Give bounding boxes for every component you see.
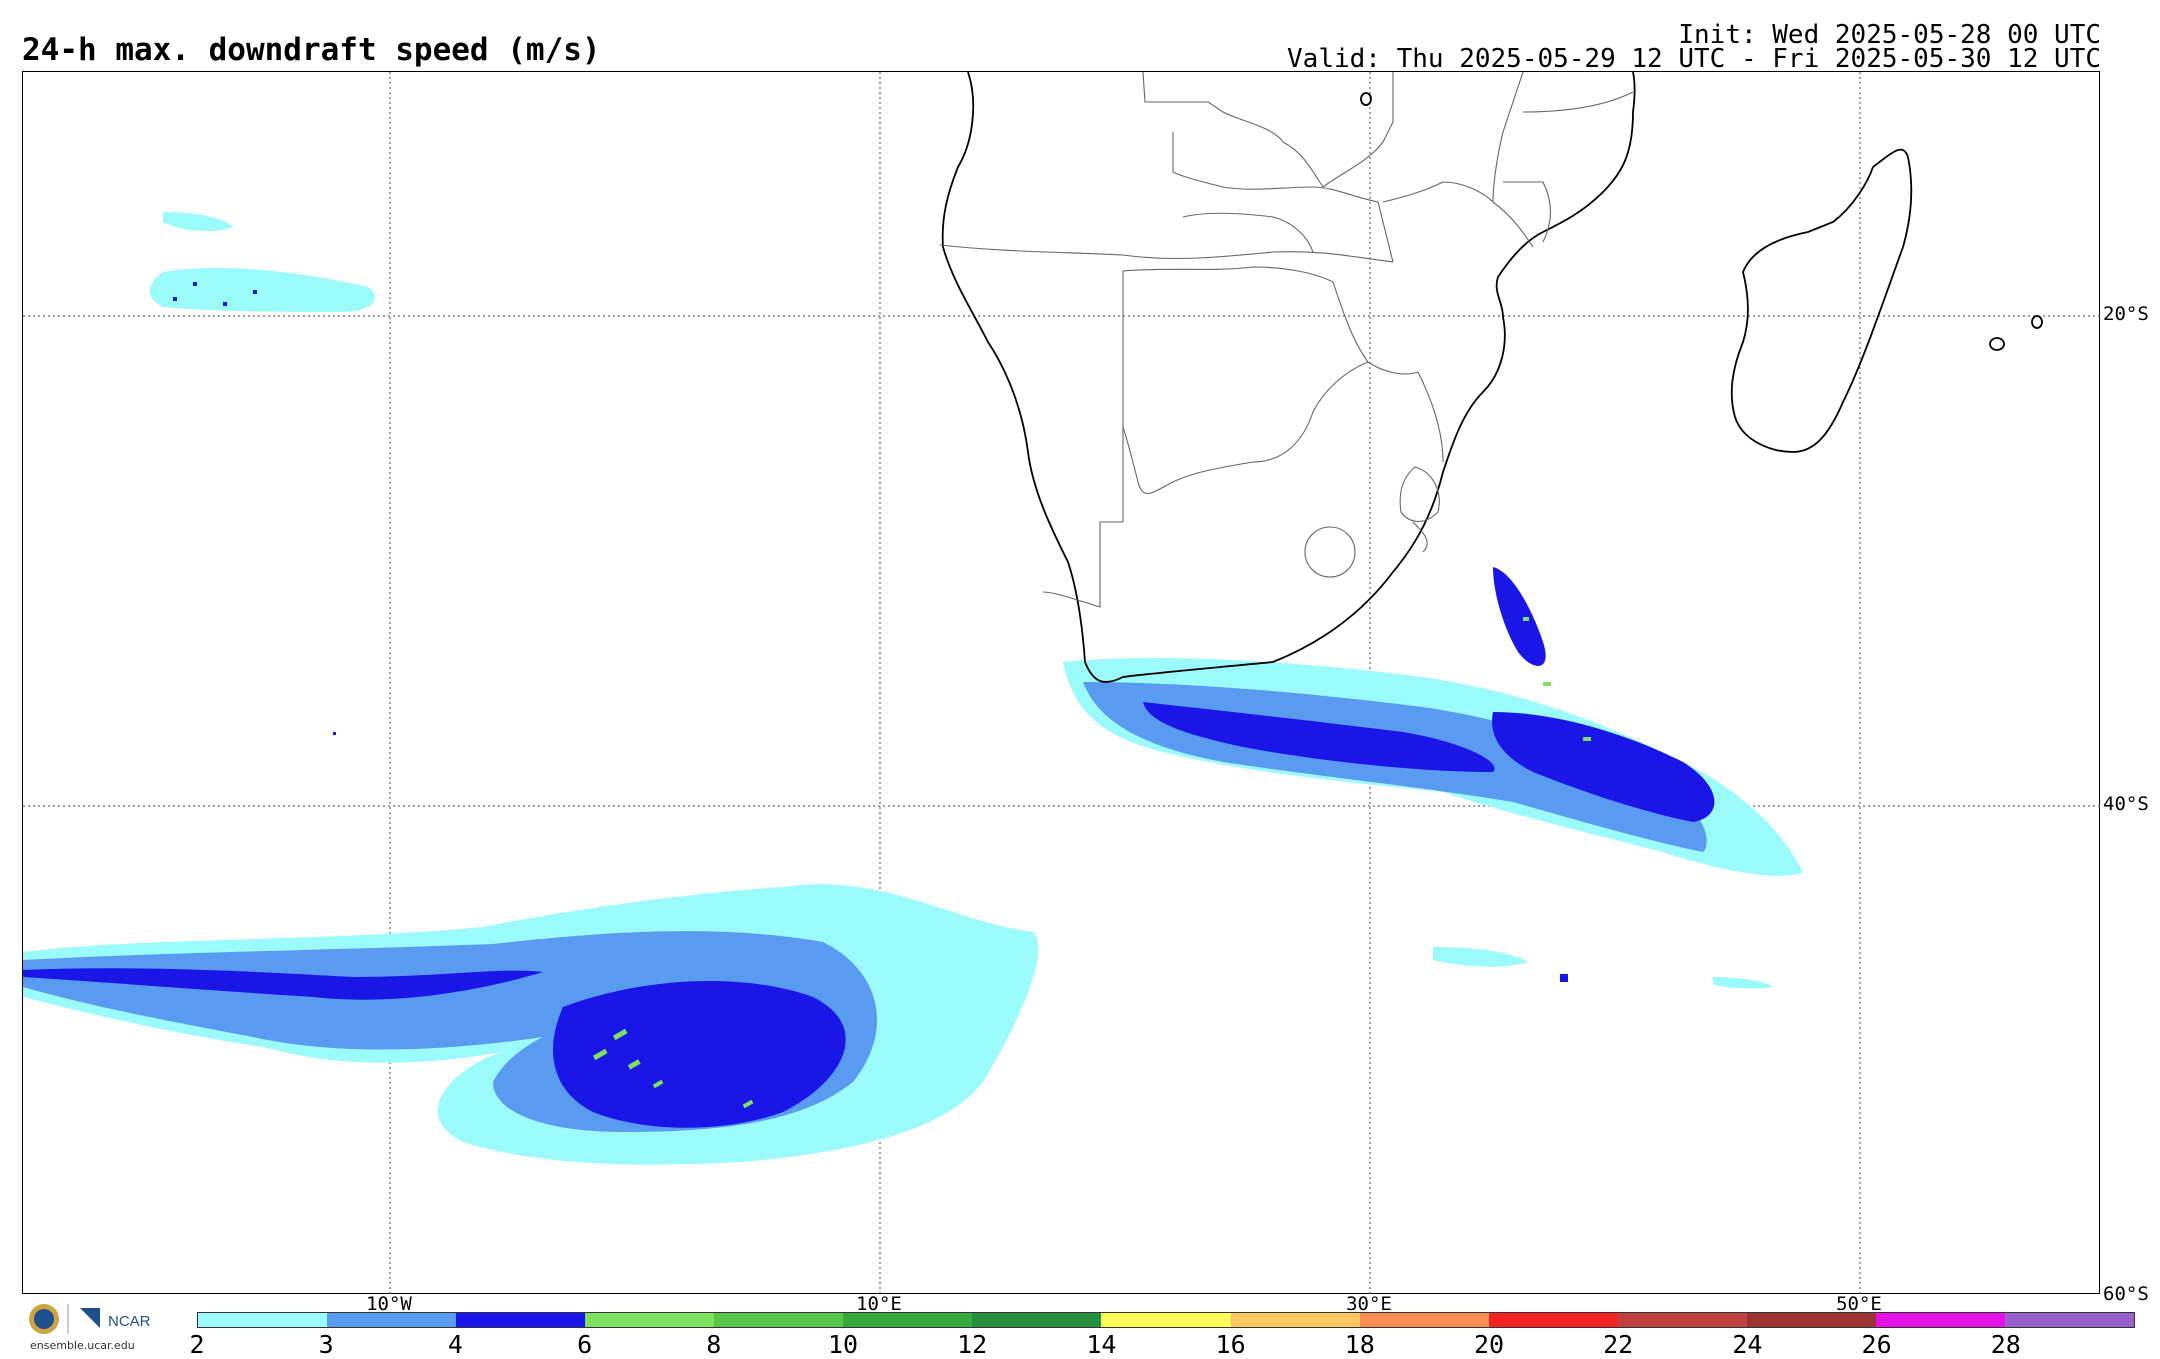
lon-label-30e: 30°E — [1346, 1293, 1392, 1315]
colorbar-swatch — [1359, 1313, 1489, 1327]
ncar-wordmark: NCAR — [108, 1313, 151, 1330]
lat-label-40s: 40°S — [2103, 793, 2149, 815]
lat-label-20s: 20°S — [2103, 303, 2149, 325]
map-canvas — [23, 72, 2101, 1295]
lat-label-60s: 60°S — [2103, 1283, 2149, 1305]
coastlines — [941, 72, 2043, 683]
lon-label-50e: 50°E — [1836, 1293, 1882, 1315]
colorbar-tick-label: 24 — [1732, 1330, 1763, 1359]
downdraft-field-southwest — [23, 884, 1039, 1165]
colorbar-swatch — [1488, 1313, 1618, 1327]
downdraft-field-southeast — [1063, 567, 1803, 876]
map-panel — [22, 71, 2101, 1295]
country-borders — [939, 72, 1634, 608]
colorbar-tick-label: 18 — [1344, 1330, 1375, 1359]
colorbar-swatch — [972, 1313, 1102, 1327]
colorbar-tick-label: 22 — [1603, 1330, 1634, 1359]
valid-time: Valid: Thu 2025-05-29 12 UTC - Fri 2025-… — [1287, 44, 2101, 74]
graticule — [23, 72, 2101, 1295]
colorbar-tick-label: 4 — [447, 1330, 463, 1359]
colorbar-swatch — [714, 1313, 844, 1327]
colorbar-swatch — [198, 1313, 328, 1327]
colorbar-tick-label: 20 — [1473, 1330, 1505, 1359]
colorbar-swatch — [843, 1313, 973, 1327]
colorbar-tick-label: 6 — [577, 1330, 593, 1359]
colorbar-tick-label: 2 — [189, 1330, 205, 1359]
colorbar-tick-label: 8 — [706, 1330, 722, 1359]
init-time: Init: Wed 2025-05-28 00 UTC — [1678, 20, 2101, 50]
colorbar-swatch — [2004, 1313, 2134, 1327]
colorbar-swatch — [456, 1313, 586, 1327]
ncar-logo: NCAR — [29, 1304, 151, 1334]
colorbar-swatch — [1617, 1313, 1747, 1327]
colorbar-tick-label: 28 — [1990, 1330, 2021, 1359]
colorbar-tick-label: 10 — [827, 1330, 859, 1359]
downdraft-field-north — [149, 212, 1773, 989]
colorbar — [197, 1312, 2135, 1328]
colorbar-tick-label: 16 — [1215, 1330, 1246, 1359]
colorbar-swatch — [1746, 1313, 1876, 1327]
colorbar-tick-label: 26 — [1861, 1330, 1892, 1359]
colorbar-tick-label: 3 — [318, 1330, 334, 1359]
colorbar-swatch — [1875, 1313, 2005, 1327]
colorbar-swatch — [1101, 1313, 1231, 1327]
lon-label-10w: 10°W — [366, 1293, 412, 1315]
colorbar-tick-label: 14 — [1086, 1330, 1117, 1359]
colorbar-swatch — [327, 1313, 457, 1327]
lon-label-10e: 10°E — [856, 1293, 902, 1315]
logo-url: ensemble.ucar.edu — [30, 1339, 135, 1352]
colorbar-swatch — [1230, 1313, 1360, 1327]
colorbar-swatch — [585, 1313, 715, 1327]
colorbar-tick-label: 12 — [957, 1330, 988, 1359]
map-title: 24-h max. downdraft speed (m/s) — [22, 32, 601, 68]
